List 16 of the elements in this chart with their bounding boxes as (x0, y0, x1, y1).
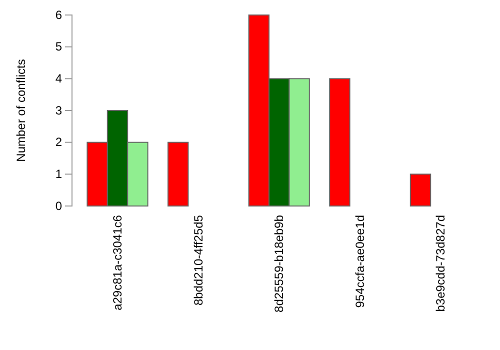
y-tick-label: 6 (55, 8, 62, 22)
x-tick-label: b3e9cdd-73d827d (434, 215, 448, 312)
y-tick-label: 4 (55, 72, 62, 86)
y-tick-label: 2 (55, 135, 62, 150)
x-tick-label: 954ccfa-ae0ee1d (352, 215, 367, 308)
bar (329, 78, 350, 206)
bar (410, 174, 432, 206)
y-tick-label: 0 (55, 198, 62, 213)
y-axis-title: Number of conflicts (14, 59, 28, 162)
bar (168, 142, 189, 206)
y-tick-label: 5 (55, 40, 62, 54)
y-tick-label: 1 (55, 167, 62, 182)
x-tick-label: 8bdd210-4ff25d5 (191, 214, 206, 306)
x-tick-label: 8d25559-b18eb9b (272, 214, 286, 312)
y-tick-label: 3 (55, 103, 62, 118)
x-tick-label: a29c81a-c3041c6 (110, 214, 124, 310)
